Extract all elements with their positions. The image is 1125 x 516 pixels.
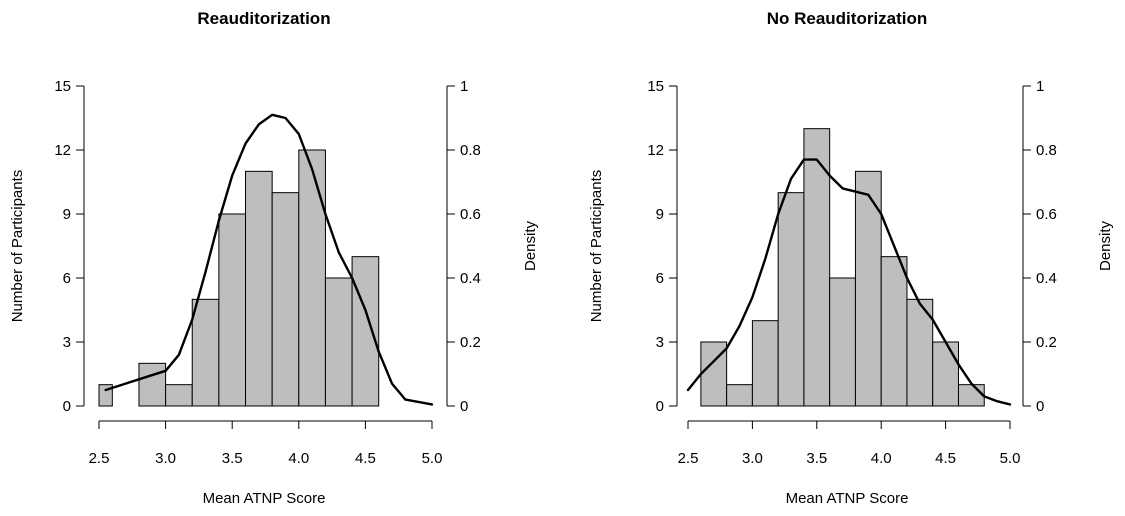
panel-2-bar-2 <box>726 384 753 407</box>
panel-2-y-tick-label-3: 6 <box>656 270 664 287</box>
panel-1-y2-axis-label: Density <box>522 220 539 271</box>
panel-1-x-tick-label-5: 4.5 <box>355 450 376 467</box>
panel-2-bar-3 <box>751 320 779 407</box>
panel-2-x-tick-label-3: 3.5 <box>806 450 827 467</box>
panel-2-bar-10 <box>932 341 959 407</box>
panel-1-bar-4 <box>191 298 220 407</box>
panel-1-density-line <box>104 113 434 406</box>
panel-1-bar-8 <box>298 149 326 407</box>
panel-2-y-tick-label-4: 9 <box>656 206 664 223</box>
panel-1-x-tick-label-2: 3.0 <box>155 450 176 467</box>
panel-1-y-tick-label-5: 12 <box>54 142 71 159</box>
panel-2-y-tick-label-1: 0 <box>656 398 664 415</box>
panel-2-y2-tick-label-4: 0.6 <box>1036 206 1057 223</box>
panel-2-x-tick-label-2: 3.0 <box>742 450 763 467</box>
panel-2-x-tick-label-4: 4.0 <box>871 450 892 467</box>
panel-2-y2-tick-label-6: 1 <box>1036 78 1044 95</box>
panel-2-bar-8 <box>880 256 908 407</box>
panel-2-y2-axis-label: Density <box>1097 220 1114 271</box>
panel-1-x-axis-label: Mean ATNP Score <box>203 490 326 507</box>
panel-1-x-tick-label-6: 5.0 <box>422 450 443 467</box>
panel-1-bar-9 <box>324 277 353 407</box>
panel-2-y2-tick-label-2: 0.2 <box>1036 334 1057 351</box>
panel-1-x-tick-label-4: 4.0 <box>288 450 309 467</box>
panel-2-bar-9 <box>906 298 934 407</box>
panel-2-bar-7 <box>854 170 882 407</box>
panel-2-bar-4 <box>777 192 805 407</box>
panel-2-y-tick-label-2: 3 <box>656 334 664 351</box>
panel-1-x-tick-label-3: 3.5 <box>222 450 243 467</box>
panel-1-y-tick-label-2: 3 <box>63 334 71 351</box>
panel-2-y2-tick-label-3: 0.4 <box>1036 270 1057 287</box>
panel-1-bar-5 <box>218 213 247 407</box>
panel-1-y-tick-label-3: 6 <box>63 270 71 287</box>
panel-1-chart-title: Reauditorization <box>197 9 330 28</box>
panel-2-x-tick-label-1: 2.5 <box>678 450 699 467</box>
panel-1-bar-2 <box>138 362 167 407</box>
panel-2-x-tick-label-6: 5.0 <box>1000 450 1021 467</box>
panel-2-bar-6 <box>829 277 856 407</box>
panel-1-bar-10 <box>351 256 380 407</box>
panel-2-bar-5 <box>803 128 831 407</box>
panel-1-y2-tick-label-5: 0.8 <box>460 142 481 159</box>
panel-1-y-axis-label: Number of Participants <box>9 170 26 323</box>
panel-1-y-tick-label-1: 0 <box>63 398 71 415</box>
panel-2-y-tick-label-5: 12 <box>647 142 664 159</box>
panel-2-chart-title: No Reauditorization <box>767 9 928 28</box>
panel-2-y-tick-label-6: 15 <box>647 78 664 95</box>
panel-2-y2-tick-label-5: 0.8 <box>1036 142 1057 159</box>
panel-2-y2-tick-label-1: 0 <box>1036 398 1044 415</box>
panel-1-y2-tick-label-6: 1 <box>460 78 468 95</box>
panel-1-y2-tick-label-3: 0.4 <box>460 270 481 287</box>
panel-2-x-axis-label: Mean ATNP Score <box>786 490 909 507</box>
panel-1-y2-tick-label-4: 0.6 <box>460 206 481 223</box>
panel-1-bar-7 <box>271 192 300 407</box>
panel-2-density-line <box>686 158 1012 406</box>
panel-1-x-tick-label-1: 2.5 <box>89 450 110 467</box>
panel-2-x-tick-label-5: 4.5 <box>935 450 956 467</box>
panel-1-y-tick-label-6: 15 <box>54 78 71 95</box>
panel-1-y2-tick-label-1: 0 <box>460 398 468 415</box>
panel-1-bar-6 <box>245 170 273 407</box>
panel-2-bar-11 <box>957 384 985 407</box>
panel-1-bar-3 <box>165 384 193 407</box>
panel-1-y-tick-label-4: 9 <box>63 206 71 223</box>
panel-2-y-axis-label: Number of Participants <box>588 170 605 323</box>
panel-1-y2-tick-label-2: 0.2 <box>460 334 481 351</box>
